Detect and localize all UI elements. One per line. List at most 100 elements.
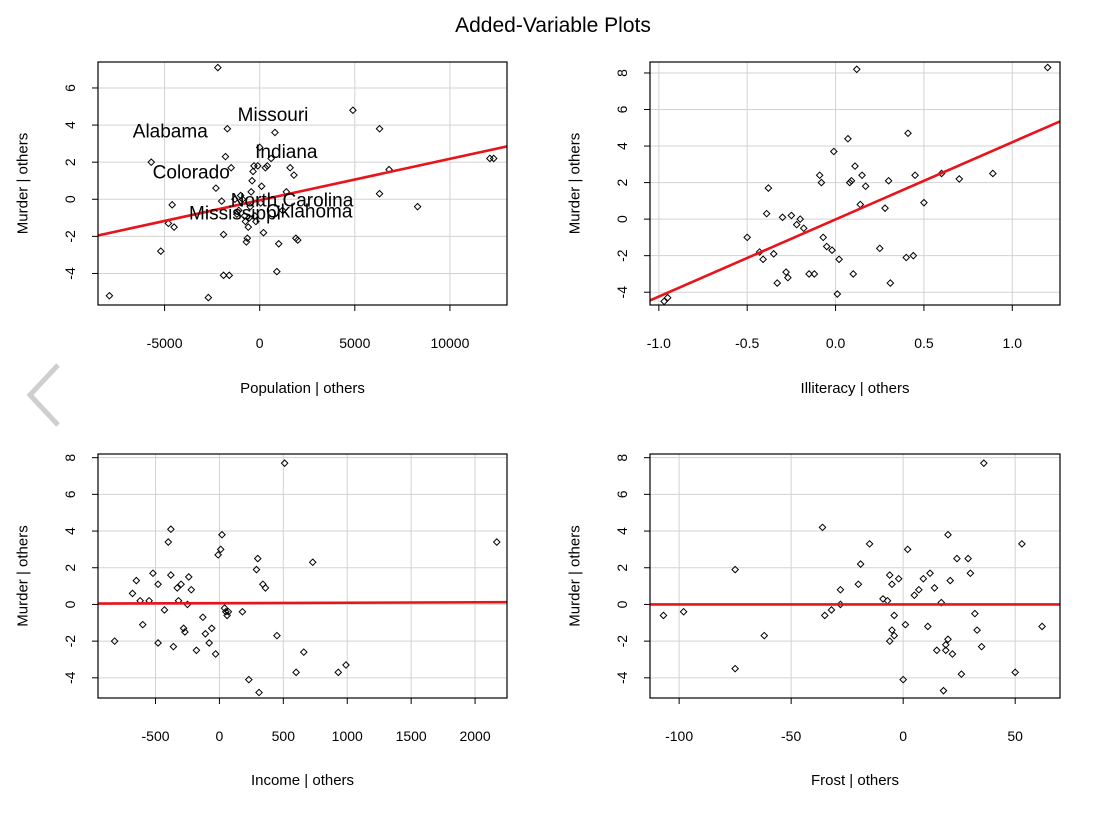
- data-point: [225, 271, 234, 280]
- data-point: [885, 637, 894, 646]
- data-point: [128, 589, 137, 598]
- data-point: [170, 223, 179, 231]
- chevron-left-icon: [26, 363, 60, 427]
- data-point: [822, 242, 831, 251]
- y-tick-label: 8: [614, 454, 630, 462]
- data-point: [844, 134, 852, 143]
- data-point: [244, 675, 253, 684]
- data-point: [248, 176, 256, 185]
- data-point: [861, 182, 870, 191]
- y-tick-label: -4: [614, 286, 630, 299]
- data-point: [342, 661, 350, 669]
- data-point: [881, 204, 889, 213]
- data-point: [909, 251, 918, 260]
- plot-panel-3: -500 0 500 1000 1500 2000 -4 -2 0 2 4 6 8 Income | ot…: [14, 453, 508, 789]
- data-point: [246, 202, 255, 211]
- data-point: [238, 195, 247, 204]
- data-point: [1011, 668, 1020, 677]
- y-tick-label: -2: [62, 635, 78, 648]
- data-point: [988, 169, 997, 178]
- plot-area: [650, 63, 1060, 305]
- back-nav-button[interactable]: [18, 355, 78, 435]
- data-point: [782, 268, 790, 277]
- x-tick-label: 0: [256, 335, 264, 351]
- data-point: [827, 606, 836, 614]
- data-point: [244, 223, 253, 231]
- data-point: [818, 523, 827, 532]
- y-tick-label: -4: [614, 671, 630, 684]
- data-point: [272, 267, 281, 276]
- fit-line: [98, 145, 507, 237]
- x-tick-label: -100: [665, 728, 693, 744]
- data-point: [817, 178, 826, 187]
- x-tick-label: -5000: [147, 335, 183, 351]
- y-tick-label: 6: [614, 105, 630, 113]
- y-tick-label: 8: [614, 69, 630, 77]
- data-point: [255, 688, 263, 697]
- x-axis-label: Income | others: [251, 772, 354, 789]
- data-point: [833, 290, 842, 298]
- data-point: [762, 209, 771, 218]
- y-tick-label: 2: [614, 564, 630, 572]
- y-tick-label: 6: [62, 84, 78, 92]
- data-point: [910, 591, 919, 600]
- x-tick-label: -0.5: [735, 335, 759, 351]
- data-point: [160, 606, 169, 614]
- data-point: [899, 675, 908, 684]
- x-tick-label: -500: [142, 728, 170, 744]
- data-point: [255, 143, 264, 152]
- data-point: [865, 539, 874, 548]
- y-axis-label: Murder | others: [566, 525, 583, 626]
- data-point: [858, 171, 866, 180]
- x-axis-label: Illiteracy | others: [801, 380, 910, 397]
- data-point: [213, 63, 222, 72]
- data-point: [946, 576, 955, 585]
- data-point: [205, 639, 214, 647]
- x-tick-label: 1.0: [1003, 335, 1023, 351]
- data-point: [154, 580, 162, 589]
- data-point: [966, 569, 975, 578]
- data-point: [854, 580, 863, 589]
- data-point: [181, 628, 189, 636]
- y-axis-label: Murder | others: [566, 133, 583, 234]
- data-point: [132, 576, 141, 585]
- y-tick-label: 2: [62, 158, 78, 166]
- data-point: [241, 217, 250, 226]
- data-point: [939, 686, 948, 695]
- data-point: [901, 620, 910, 629]
- x-tick-label: 500: [272, 728, 296, 744]
- data-point: [290, 171, 298, 180]
- data-point: [168, 200, 177, 209]
- data-point: [204, 293, 213, 302]
- data-point: [267, 154, 276, 163]
- data-point: [154, 639, 162, 647]
- data-point: [810, 270, 819, 278]
- plot-area: [650, 459, 1060, 695]
- data-point: [890, 631, 899, 640]
- data-point: [957, 670, 966, 679]
- y-tick-label: 6: [614, 490, 630, 498]
- data-point: [184, 573, 193, 581]
- data-point: [819, 233, 828, 242]
- data-point: [231, 195, 239, 204]
- y-tick-label: 6: [62, 490, 78, 498]
- data-point: [914, 585, 923, 594]
- data-point: [941, 640, 950, 649]
- data-point: [308, 558, 317, 567]
- data-point: [1043, 63, 1052, 72]
- data-point: [236, 191, 245, 200]
- data-point: [217, 197, 226, 206]
- x-tick-label: 5000: [339, 335, 370, 351]
- data-point: [173, 584, 182, 592]
- data-point: [349, 106, 357, 115]
- data-point: [253, 554, 262, 563]
- x-tick-label: 10000: [430, 335, 469, 351]
- data-point: [948, 650, 957, 658]
- data-point: [263, 161, 272, 170]
- y-tick-label: -2: [614, 249, 630, 262]
- data-point: [492, 538, 501, 546]
- data-point: [258, 580, 267, 589]
- data-point: [903, 545, 912, 554]
- data-point: [659, 611, 668, 620]
